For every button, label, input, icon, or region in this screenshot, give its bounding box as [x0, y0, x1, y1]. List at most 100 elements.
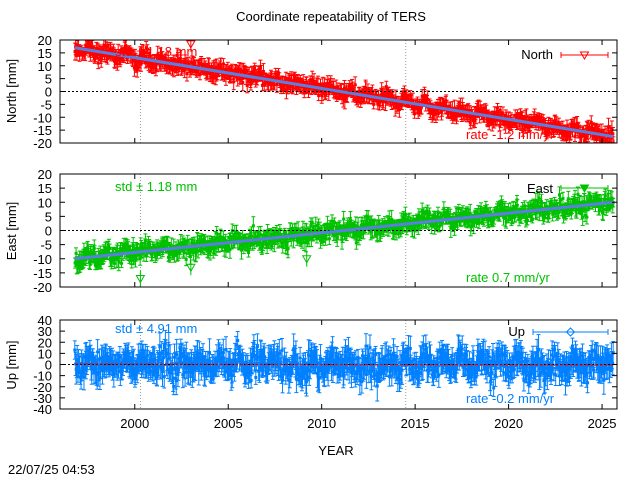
east-point	[138, 257, 142, 261]
north-point	[329, 80, 333, 84]
north-point	[490, 121, 494, 125]
north-point	[119, 48, 123, 52]
east-point	[89, 251, 93, 255]
north-point	[304, 80, 308, 84]
north-point	[258, 65, 262, 69]
north-point	[563, 131, 567, 135]
east-point	[166, 242, 170, 246]
north-point	[88, 43, 92, 47]
north-point	[387, 94, 391, 98]
north-point	[380, 88, 384, 92]
north-point	[409, 99, 413, 103]
north-point	[158, 53, 162, 57]
north-point	[320, 90, 324, 94]
north-point	[541, 119, 545, 123]
north-point	[193, 68, 197, 72]
north-point	[433, 109, 437, 113]
north-point	[143, 54, 147, 58]
north-point	[529, 118, 533, 122]
north-point	[90, 42, 94, 46]
east-point	[184, 257, 188, 261]
north-point	[289, 84, 293, 88]
north-point	[404, 95, 408, 99]
north-point	[372, 102, 376, 106]
north-point	[440, 110, 444, 114]
east-point	[127, 254, 131, 258]
north-point	[469, 109, 473, 113]
east-point	[147, 242, 151, 246]
north-point	[96, 61, 100, 65]
north-point	[470, 114, 474, 118]
east-point	[146, 247, 150, 251]
north-point	[482, 107, 486, 111]
north-point	[519, 112, 523, 116]
east-point	[103, 246, 107, 250]
north-point	[335, 96, 339, 100]
north-point	[487, 117, 491, 121]
north-point	[344, 95, 348, 99]
east-point	[125, 253, 129, 257]
north-point	[174, 64, 178, 68]
north-point	[354, 98, 358, 102]
east-point	[215, 236, 219, 240]
east-point	[118, 249, 122, 253]
north-point	[169, 60, 173, 64]
east-point	[241, 236, 245, 240]
north-point	[382, 95, 386, 99]
east-point	[166, 255, 170, 259]
north-point	[425, 100, 429, 104]
east-point	[136, 247, 140, 251]
north-point	[521, 118, 525, 122]
east-point	[233, 233, 237, 237]
north-point	[447, 105, 451, 109]
north-ytick-label: -20	[33, 136, 52, 151]
north-point	[607, 125, 611, 129]
north-point	[266, 81, 270, 85]
north-legend-label: North	[521, 47, 553, 62]
north-point	[481, 115, 485, 119]
north-point	[444, 99, 448, 103]
north-point	[394, 96, 398, 100]
north-point	[562, 128, 566, 132]
north-point	[573, 134, 577, 138]
north-point	[603, 131, 607, 135]
north-point	[76, 49, 80, 53]
east-point	[268, 238, 272, 242]
north-point	[340, 94, 344, 98]
east-point	[184, 243, 188, 247]
chart-title: Coordinate repeatability of TERS	[236, 9, 426, 24]
north-point	[584, 136, 588, 140]
north-point	[239, 77, 243, 81]
east-point	[108, 247, 112, 251]
east-point	[215, 231, 219, 235]
north-point	[245, 69, 249, 73]
east-point	[144, 253, 148, 257]
north-point	[349, 88, 353, 92]
east-point	[251, 224, 255, 228]
north-point	[233, 68, 237, 72]
north-point	[261, 69, 265, 73]
east-point	[119, 254, 123, 258]
north-point	[611, 141, 615, 143]
north-point	[262, 82, 266, 86]
north-point	[489, 118, 493, 122]
north-point	[284, 89, 288, 93]
north-point	[206, 63, 210, 67]
north-ytick-label: -10	[33, 110, 52, 125]
north-point	[473, 118, 477, 122]
east-point	[116, 258, 120, 262]
north-point	[334, 87, 338, 91]
north-point	[415, 104, 419, 108]
east-point	[85, 249, 89, 253]
east-point	[78, 264, 82, 268]
east-point	[214, 246, 218, 250]
north-point	[562, 134, 566, 138]
north-legend-key	[560, 51, 609, 61]
north-point	[102, 43, 106, 47]
east-point	[153, 251, 157, 255]
east-point	[150, 253, 154, 257]
north-point	[85, 45, 89, 49]
north-legend-marker	[579, 51, 590, 61]
north-point	[241, 81, 245, 85]
